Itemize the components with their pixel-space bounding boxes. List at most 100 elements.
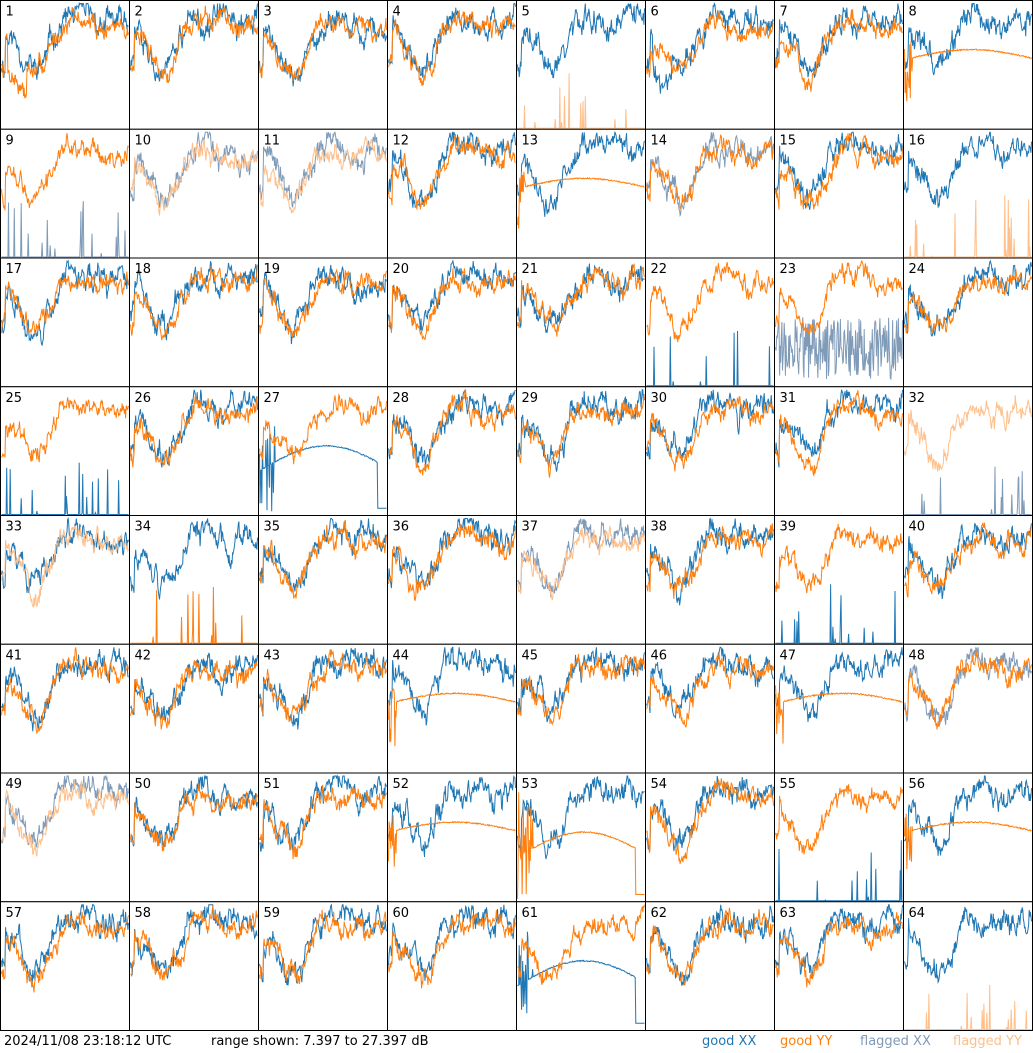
- panel-label: 16: [909, 133, 926, 148]
- panel-label: 64: [909, 906, 926, 921]
- series-xx: [130, 904, 258, 980]
- series-xx: [388, 131, 516, 208]
- panel-frame: [129, 0, 259, 130]
- panel-label: 54: [651, 777, 668, 792]
- series-yy: [904, 269, 1032, 335]
- series-yy: [775, 9, 903, 92]
- panel-61: 61: [516, 901, 646, 1031]
- series-yy: [517, 904, 645, 985]
- legend-good-yy: good YY: [780, 1034, 833, 1049]
- legend-flagged-yy: flagged YY: [953, 1034, 1022, 1049]
- panel-label: 51: [264, 777, 281, 792]
- panel-label: 24: [909, 262, 926, 277]
- panel-label: 13: [522, 133, 539, 148]
- panel-label: 53: [522, 777, 539, 792]
- panel-label: 32: [909, 391, 926, 406]
- panel-50: 50: [129, 772, 259, 903]
- series-yy: [1, 525, 129, 608]
- series-yy: [904, 41, 1032, 102]
- series-xx: [904, 906, 1032, 985]
- panel-35: 35: [258, 515, 388, 645]
- series-xx: [517, 775, 645, 860]
- panel-label: 42: [135, 648, 152, 663]
- panel-label: 8: [909, 5, 917, 20]
- series-yy: [130, 138, 258, 216]
- panel-14: 14: [645, 128, 775, 259]
- panel-15: 15: [774, 128, 904, 259]
- series-xx: [1, 462, 129, 515]
- panel-label: 37: [522, 520, 539, 535]
- panel-64: 64: [903, 901, 1033, 1031]
- panel-25: 25: [0, 386, 130, 516]
- panel-label: 46: [651, 648, 668, 663]
- series-yy: [775, 784, 903, 855]
- panel-label: 7: [780, 5, 788, 20]
- series-yy: [646, 133, 774, 210]
- panel-label: 20: [393, 262, 410, 277]
- panel-16: 16: [903, 128, 1033, 259]
- panel-57: 57: [0, 901, 130, 1031]
- series-xx: [646, 389, 774, 462]
- series-yy: [388, 815, 516, 867]
- series-yy: [646, 652, 774, 728]
- series-xx: [130, 652, 258, 722]
- panel-label: 27: [264, 391, 281, 406]
- panel-label: 30: [651, 391, 668, 406]
- series-yy: [904, 813, 1032, 870]
- series-yy: [1, 271, 129, 337]
- panel-53: 53: [516, 772, 646, 903]
- series-xx: [646, 904, 774, 986]
- panel-51: 51: [258, 772, 388, 903]
- series-xx: [388, 389, 516, 466]
- panel-frame: [516, 128, 646, 259]
- panel-label: 23: [780, 262, 797, 277]
- panel-label: 40: [909, 520, 926, 535]
- panel-18: 18: [129, 257, 259, 388]
- series-yy: [259, 13, 387, 82]
- panel-13: 13: [516, 128, 646, 259]
- series-yy: [775, 390, 903, 477]
- panel-frame: [645, 257, 775, 388]
- panel-36: 36: [387, 515, 517, 645]
- panel-frame: [645, 515, 775, 645]
- panel-frame: [387, 772, 517, 903]
- panel-label: 61: [522, 906, 539, 921]
- panel-58: 58: [129, 901, 259, 1031]
- series-xx: [1, 516, 129, 594]
- series-xx: [775, 904, 903, 980]
- panel-4: 4: [387, 0, 517, 130]
- series-xx: [775, 647, 903, 723]
- panel-32: 32: [903, 386, 1033, 516]
- panel-label: 11: [264, 133, 281, 148]
- series-xx: [130, 518, 258, 600]
- series-yy: [259, 784, 387, 860]
- series-yy: [517, 653, 645, 726]
- panel-frame: [903, 772, 1033, 903]
- series-yy: [904, 395, 1032, 472]
- panel-label: 10: [135, 133, 152, 148]
- series-xx: [646, 330, 774, 387]
- series-xx: [259, 426, 387, 512]
- series-yy: [1, 397, 129, 463]
- panel-label: 41: [6, 648, 23, 663]
- series-yy: [775, 523, 903, 594]
- series-yy: [259, 519, 387, 599]
- panel-label: 52: [393, 777, 410, 792]
- panel-33: 33: [0, 515, 130, 645]
- series-yy: [1, 7, 129, 99]
- series-yy: [517, 73, 645, 129]
- panel-1: 1: [0, 0, 130, 130]
- panel-34: 34: [129, 515, 259, 645]
- series-yy: [130, 264, 258, 341]
- panel-39: 39: [774, 515, 904, 645]
- panel-28: 28: [387, 386, 517, 516]
- series-yy: [904, 651, 1032, 730]
- panel-label: 55: [780, 777, 797, 792]
- panel-47: 47: [774, 643, 904, 774]
- panel-label: 56: [909, 777, 926, 792]
- series-xx: [904, 131, 1032, 208]
- panel-frame: [258, 643, 388, 774]
- panel-20: 20: [387, 257, 517, 388]
- series-xx: [259, 774, 387, 852]
- series-xx: [259, 647, 387, 730]
